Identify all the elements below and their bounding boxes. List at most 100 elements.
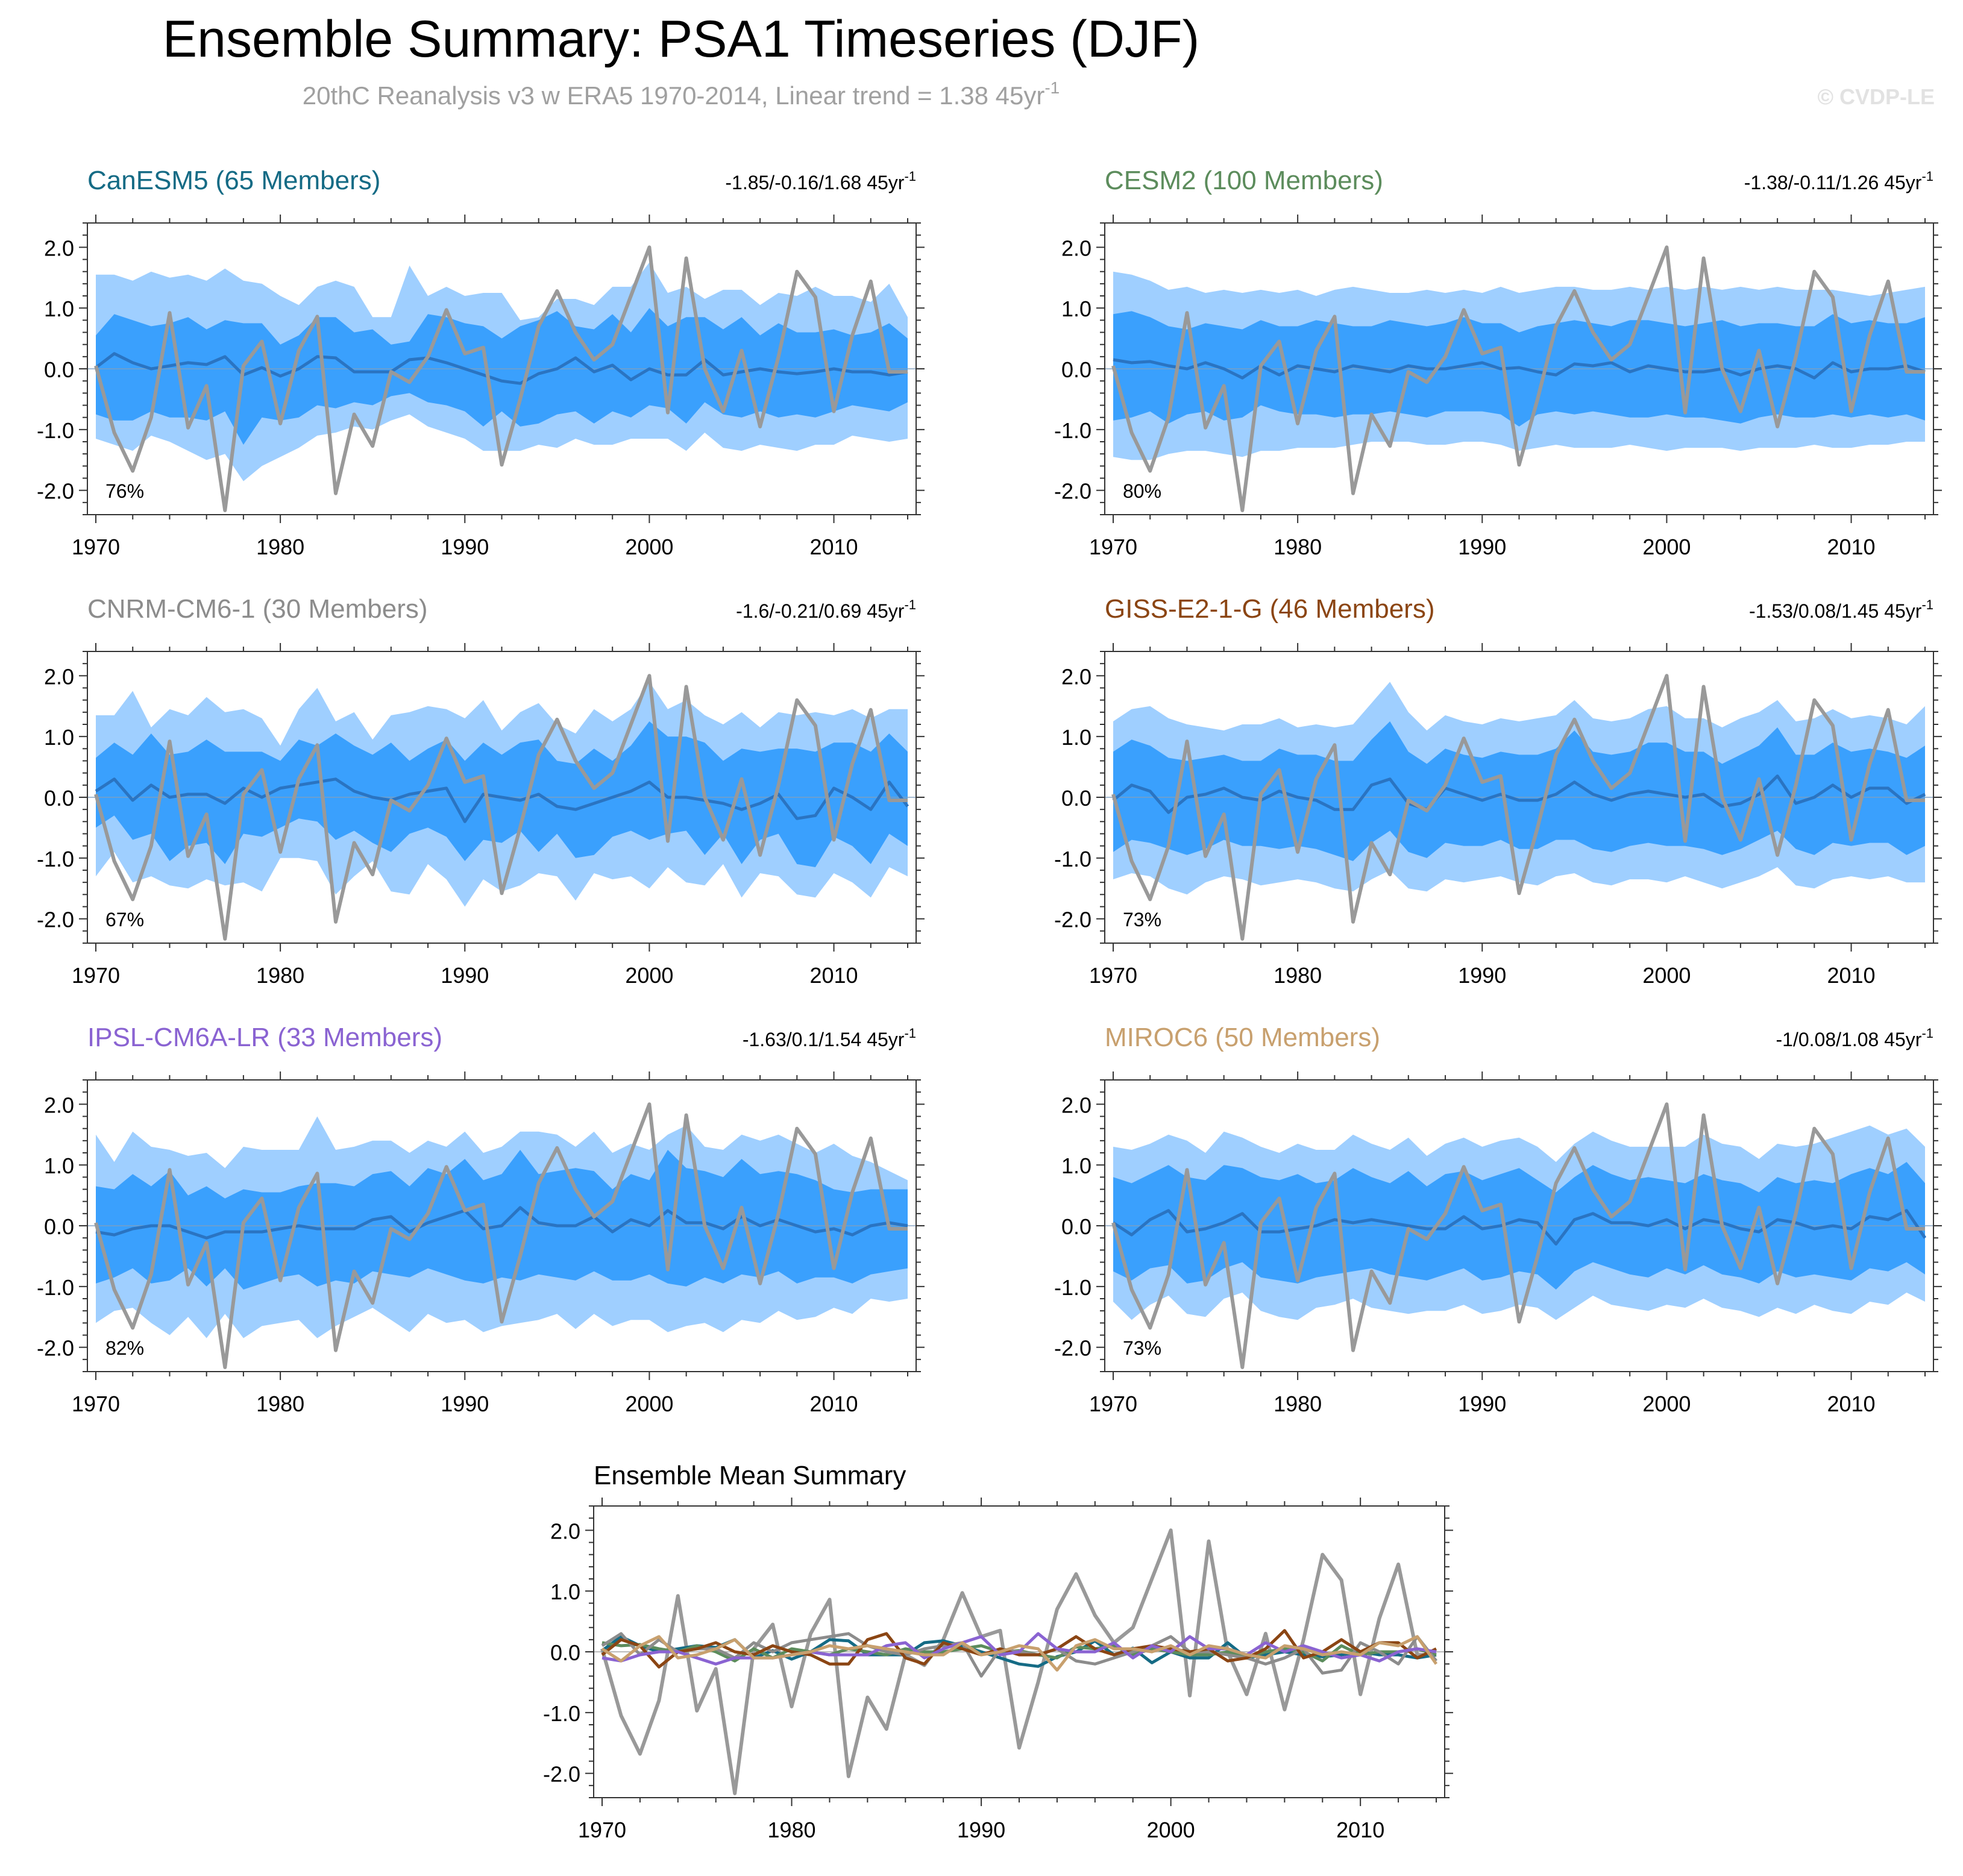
summary-y-tick-label: -2.0 xyxy=(543,1762,580,1787)
panel-0-y-tick-label: -2.0 xyxy=(37,479,74,504)
summary-x-tick-label: 1990 xyxy=(957,1818,1005,1842)
panel-3-y-tick-label: 2.0 xyxy=(1061,664,1091,689)
subtitle-superscript: -1 xyxy=(1044,78,1060,97)
panel-3-x-tick-label: 2000 xyxy=(1642,963,1691,988)
panel-4-band-80 xyxy=(96,1150,908,1290)
panel-5-x-tick-label: 2000 xyxy=(1642,1391,1691,1416)
panel-1-x-tick-label: 1970 xyxy=(1089,535,1137,559)
panel-3-trend-label: -1.53/0.08/1.45 45yr-1 xyxy=(1749,597,1933,622)
panel-3-band-80 xyxy=(1113,721,1925,861)
panel-1-y-tick-label: 1.0 xyxy=(1061,296,1091,321)
summary-y-tick-label: 0.0 xyxy=(550,1640,580,1665)
panel-5-ensemble-mean-line xyxy=(1112,1209,1927,1246)
panel-3-x-tick-label: 1990 xyxy=(1458,963,1506,988)
panel-3-x-tick-label: 2010 xyxy=(1827,963,1875,988)
summary-x-tick-label: 2010 xyxy=(1336,1818,1384,1842)
panel-1-y-tick-label: 2.0 xyxy=(1061,236,1091,260)
panel-2-title: CNRM-CM6-1 (30 Members) xyxy=(87,594,428,624)
panel-3-x-tick-label: 1980 xyxy=(1274,963,1322,988)
panel-1-x-tick-label: 2000 xyxy=(1642,535,1691,559)
figure-title: Ensemble Summary: PSA1 Timeseries (DJF) xyxy=(163,10,1199,68)
panel-0-x-tick-label: 2000 xyxy=(625,535,673,559)
panel-2-trend-values: -1.6/-0.21/0.69 xyxy=(736,600,861,622)
panel-1-x-tick-label: 2010 xyxy=(1827,535,1875,559)
panel-1-model-name: CESM2 xyxy=(1105,166,1196,195)
panel-3-observed-line xyxy=(1111,674,1925,941)
panel-5-x-tick-label: 1980 xyxy=(1274,1391,1322,1416)
panel-4-x-tick-label: 1980 xyxy=(256,1391,304,1416)
panel-2-y-tick-label: 1.0 xyxy=(44,725,74,750)
summary-mean-line-miroc6 xyxy=(601,1635,1438,1672)
panel-4-y-tick-label: 0.0 xyxy=(44,1214,74,1239)
panel-4-trend-sup: -1 xyxy=(904,1026,916,1041)
panel-5-x-tick-label: 2010 xyxy=(1827,1391,1875,1416)
panel-cesm2: 2.0 1.0 0.0 -1.0 -2.0 1970 1980 1990 2000 2010 CES… xyxy=(1054,166,1942,559)
panel-3-trend-sup: -1 xyxy=(1921,597,1933,612)
panel-0-trend-label: -1.85/-0.16/1.68 45yr-1 xyxy=(725,169,916,193)
panel-4-trend-unit: 45yr xyxy=(861,1029,904,1050)
summary-x-tick-label: 2000 xyxy=(1147,1818,1195,1842)
summary-panel: 2.0 1.0 0.0 -1.0 -2.0 1970 1980 1990 2000 2010 Ens… xyxy=(543,1461,1453,1842)
panel-canesm5: 2.0 1.0 0.0 -1.0 -2.0 1970 1980 1990 2000 2010 Can… xyxy=(37,166,925,559)
panel-4-x-tick-label: 2010 xyxy=(809,1391,858,1416)
summary-x-tick-label: 1980 xyxy=(767,1818,815,1842)
panel-2-ensemble-mean-line xyxy=(95,777,909,823)
panel-miroc6: 2.0 1.0 0.0 -1.0 -2.0 1970 1980 1990 2000 2010 MIR… xyxy=(1054,1023,1942,1416)
panel-1-y-tick-label: 0.0 xyxy=(1061,357,1091,382)
panel-3-y-tick-label: 0.0 xyxy=(1061,786,1091,811)
panel-5-observed-line xyxy=(1111,1102,1925,1369)
summary-title: Ensemble Mean Summary xyxy=(594,1461,906,1490)
panel-5-x-tick-label: 1970 xyxy=(1089,1391,1137,1416)
panel-5-y-tick-label: -2.0 xyxy=(1054,1336,1091,1361)
panel-0-x-tick-label: 1990 xyxy=(441,535,489,559)
panel-giss-e2-1-g: 2.0 1.0 0.0 -1.0 -2.0 1970 1980 1990 2000 2010 GIS… xyxy=(1054,594,1942,988)
summary-observed-line xyxy=(600,1528,1436,1795)
panel-4-x-tick-label: 1990 xyxy=(441,1391,489,1416)
panel-2-x-tick-label: 1980 xyxy=(256,963,304,988)
panel-4-y-tick-label: 1.0 xyxy=(44,1153,74,1178)
panel-2-member-count: (30 Members) xyxy=(263,594,428,624)
panel-0-x-tick-label: 1970 xyxy=(72,535,120,559)
panel-2-y-tick-label: 0.0 xyxy=(44,786,74,811)
panel-3-ensemble-mean-line xyxy=(1112,774,1926,814)
panel-0-y-tick-label: 0.0 xyxy=(44,357,74,382)
watermark-text: © CVDP-LE xyxy=(1817,84,1935,109)
panel-3-x-tick-label: 1970 xyxy=(1089,963,1137,988)
panel-5-x-tick-label: 1990 xyxy=(1458,1391,1506,1416)
panel-2-y-tick-label: 2.0 xyxy=(44,664,74,689)
panel-0-percent-label: 76% xyxy=(105,480,144,502)
panel-0-trend-unit: 45yr xyxy=(861,172,904,193)
panel-5-trend-sup: -1 xyxy=(1921,1026,1933,1041)
panel-0-y-tick-label: -1.0 xyxy=(37,418,74,443)
panel-1-trend-unit: 45yr xyxy=(1879,172,1921,193)
panel-4-x-tick-label: 1970 xyxy=(72,1391,120,1416)
panel-5-trend-unit: 45yr xyxy=(1879,1029,1921,1050)
panel-2-x-tick-label: 1970 xyxy=(72,963,120,988)
panel-3-title: GISS-E2-1-G (46 Members) xyxy=(1105,594,1434,624)
panel-2-x-tick-label: 1990 xyxy=(441,963,489,988)
panel-0-trend-sup: -1 xyxy=(904,169,916,184)
panel-2-percent-label: 67% xyxy=(105,909,144,930)
panel-0-y-tick-label: 2.0 xyxy=(44,236,74,260)
panel-3-model-name: GISS-E2-1-G xyxy=(1105,594,1263,624)
panel-4-ensemble-mean-line xyxy=(95,1206,908,1240)
panel-3-y-tick-label: -1.0 xyxy=(1054,847,1091,871)
panel-ipsl-cm6a-lr: 2.0 1.0 0.0 -1.0 -2.0 1970 1980 1990 2000 2010 IPS… xyxy=(37,1023,925,1416)
panel-2-y-tick-label: -2.0 xyxy=(37,908,74,932)
panel-1-y-tick-label: -1.0 xyxy=(1054,418,1091,443)
panel-4-x-tick-label: 2000 xyxy=(625,1391,673,1416)
panel-4-y-tick-label: 2.0 xyxy=(44,1093,74,1117)
panel-1-title: CESM2 (100 Members) xyxy=(1105,166,1383,195)
panel-1-observed-line xyxy=(1111,245,1925,512)
summary-x-tick-label: 1970 xyxy=(578,1818,626,1842)
panel-5-y-tick-label: 0.0 xyxy=(1061,1214,1091,1239)
panels-group: 2.0 1.0 0.0 -1.0 -2.0 1970 1980 1990 2000 2010 Can… xyxy=(37,166,1942,1842)
panel-3-trend-values: -1.53/0.08/1.45 xyxy=(1749,600,1879,622)
panel-2-x-tick-label: 2000 xyxy=(625,963,673,988)
panel-5-y-tick-label: 2.0 xyxy=(1061,1093,1091,1117)
panel-1-y-tick-label: -2.0 xyxy=(1054,479,1091,504)
panel-cnrm-cm6-1: 2.0 1.0 0.0 -1.0 -2.0 1970 1980 1990 2000 2010 CNR… xyxy=(37,594,925,988)
panel-4-y-tick-label: -2.0 xyxy=(37,1336,74,1361)
panel-5-model-name: MIROC6 xyxy=(1105,1023,1208,1052)
figure-subtitle: 20thC Reanalysis v3 w ERA5 1970-2014, Li… xyxy=(303,78,1060,110)
